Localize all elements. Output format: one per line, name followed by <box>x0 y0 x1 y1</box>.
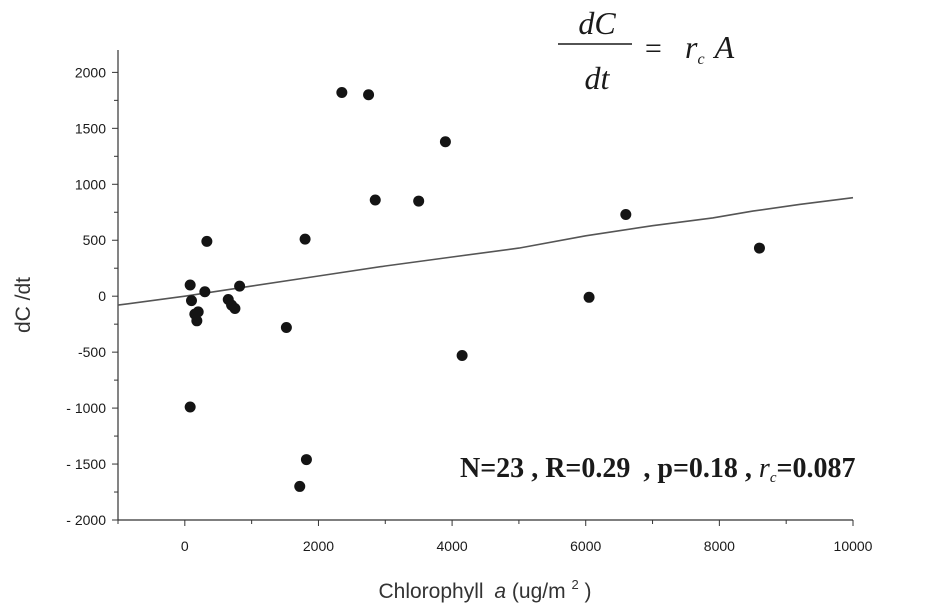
y-axis-title: dC /dt <box>12 277 35 333</box>
data-point <box>184 401 196 413</box>
x-ticks: 0 2000 4000 6000 8000 10000 <box>117 520 873 554</box>
data-point <box>300 454 312 466</box>
data-point <box>369 194 381 206</box>
data-point <box>201 235 213 247</box>
x-tick-label: 8000 <box>704 538 735 554</box>
rate-equation: dC dt = rc A <box>558 5 735 96</box>
equation-equals: = <box>643 32 663 65</box>
data-point <box>184 279 196 291</box>
y-tick-label: - 1000 <box>66 400 106 416</box>
y-tick-label: -500 <box>78 344 106 360</box>
x-tick-label: 4000 <box>437 538 468 554</box>
y-tick-label: - 2000 <box>66 512 106 528</box>
data-point <box>229 303 241 314</box>
axes <box>117 50 853 521</box>
x-tick-label: 2000 <box>303 538 334 554</box>
x-axis-title: Chlorophyll a (ug/m 2 ) <box>378 571 591 603</box>
trendline-group <box>117 196 854 306</box>
x-tick-label: 10000 <box>834 538 873 554</box>
data-point <box>299 233 311 245</box>
y-tick-label: 500 <box>83 232 107 248</box>
data-point <box>186 295 197 307</box>
equation-rhs: rc A <box>685 29 735 68</box>
stats-annotation: N=23 , R=0.29 , p=0.18 , rc=0.087 <box>460 453 855 486</box>
data-point <box>620 209 632 220</box>
x-tick-label: 0 <box>181 538 189 554</box>
data-point <box>192 306 204 318</box>
data-point <box>439 136 451 148</box>
y-tick-label: 0 <box>98 288 106 304</box>
data-point <box>234 280 246 292</box>
y-ticks: 2000 1500 1000 500 0 -500 - 1000 - 1500 - 2000 <box>66 64 118 528</box>
equation-denominator: dt <box>585 60 611 96</box>
y-tick-label: 1000 <box>75 176 106 192</box>
data-point <box>363 89 375 101</box>
data-point <box>413 195 425 207</box>
data-point <box>280 322 292 334</box>
trendline <box>117 196 854 306</box>
data-point <box>199 286 211 298</box>
data-point <box>753 242 765 254</box>
data-point <box>456 350 468 361</box>
y-tick-label: 2000 <box>75 64 106 80</box>
points-group <box>184 87 765 492</box>
data-point <box>294 480 306 492</box>
data-point <box>191 315 203 327</box>
y-tick-label: - 1500 <box>66 456 106 472</box>
data-point <box>583 291 595 303</box>
x-tick-label: 6000 <box>570 538 601 554</box>
data-point <box>336 87 348 99</box>
equation-numerator: dC <box>578 5 616 41</box>
y-tick-label: 1500 <box>75 120 106 136</box>
